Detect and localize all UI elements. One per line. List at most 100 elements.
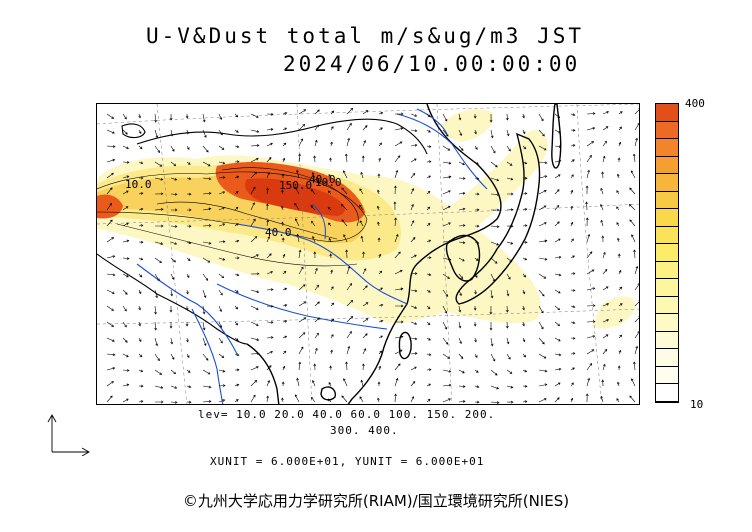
wind-arrow (410, 158, 417, 163)
wind-arrow (202, 289, 207, 299)
wind-arrow (394, 269, 403, 275)
wind-arrow (473, 305, 477, 311)
wind-arrow (378, 157, 381, 163)
river (311, 203, 326, 240)
wind-arrow (154, 305, 157, 315)
wind-arrow (474, 224, 480, 228)
wind-arrow (314, 124, 319, 131)
wind-arrow (522, 273, 527, 278)
wind-arrow (410, 220, 415, 227)
wind-arrow (410, 305, 418, 309)
wind-arrow (341, 187, 348, 195)
grid-line (296, 104, 313, 404)
wind-arrow (154, 241, 164, 245)
wind-arrow (442, 257, 452, 261)
wind-arrow (281, 381, 285, 387)
wind-arrow (314, 139, 318, 147)
wind-arrow (442, 175, 452, 179)
wind-arrow (138, 353, 143, 358)
wind-arrow (330, 302, 335, 307)
wind-arrow (442, 145, 451, 151)
wind-arrow (618, 349, 622, 355)
wind-arrow (474, 129, 477, 135)
wind-arrow (586, 141, 595, 147)
wind-arrow (394, 393, 397, 403)
colorbar-segment (656, 349, 678, 367)
wind-arrow (602, 251, 606, 259)
wind-arrow (359, 220, 364, 227)
wind-arrow (314, 347, 318, 355)
wind-arrow (538, 129, 545, 137)
wind-arrow (634, 345, 639, 355)
wind-arrow (410, 289, 418, 293)
wind-arrow (426, 368, 432, 372)
wind-arrow (234, 273, 240, 277)
wind-arrow (106, 172, 114, 179)
contour-levels-line1: lev= 10.0 20.0 40.0 60.0 100. 150. 200. (198, 408, 496, 421)
wind-arrow (154, 400, 164, 404)
wind-arrow (458, 273, 464, 280)
wind-arrow (601, 379, 605, 387)
wind-arrow (154, 385, 164, 389)
wind-arrow (600, 395, 604, 403)
wind-arrow (170, 289, 174, 297)
wind-arrow (138, 369, 144, 373)
contour-line (221, 167, 359, 227)
wind-arrow (458, 113, 462, 121)
wind-arrow (426, 129, 431, 133)
wind-arrow (505, 321, 509, 329)
wind-arrow (618, 319, 623, 323)
wind-arrow (202, 321, 206, 331)
wind-arrow (122, 369, 130, 372)
colorbar-segment (656, 191, 678, 210)
wind-arrow (616, 398, 620, 403)
wind-arrow (410, 254, 417, 259)
wind-arrow (346, 122, 352, 131)
wind-arrow (570, 113, 576, 116)
wind-arrow (538, 257, 548, 261)
wind-arrow (377, 189, 380, 195)
wind-arrow (155, 224, 164, 228)
dust-area-east (427, 129, 548, 239)
wind-arrow (344, 153, 348, 163)
wind-arrow (490, 401, 500, 404)
wind-arrow (570, 159, 575, 163)
wind-arrow (314, 284, 320, 291)
wind-arrow (442, 273, 450, 279)
wind-arrow (426, 305, 431, 310)
wind-arrow (426, 383, 432, 387)
wind-arrow (218, 321, 222, 329)
wind-arrow (298, 138, 304, 147)
wind-arrow (359, 396, 364, 403)
wind-arrow (234, 399, 239, 403)
wind-arrow (554, 321, 561, 327)
wind-arrow (378, 350, 383, 355)
reference-vector-icon (47, 414, 90, 456)
wind-arrow (442, 369, 452, 373)
wind-arrow (266, 157, 272, 163)
wind-arrow (473, 113, 477, 119)
wind-arrow (394, 169, 399, 179)
wind-arrow (218, 384, 226, 388)
wind-arrow (570, 336, 576, 340)
wind-arrow (122, 321, 127, 328)
dust-concentration-shading (97, 109, 636, 329)
wind-arrow (328, 173, 332, 179)
wind-arrow (458, 321, 462, 329)
wind-arrow (362, 251, 365, 259)
wind-arrow (586, 304, 596, 308)
wind-arrow (393, 201, 397, 211)
wind-arrow (266, 379, 270, 387)
wind-arrow (426, 321, 431, 326)
wind-arrow (538, 145, 547, 151)
wind-arrow (410, 113, 418, 117)
wind-arrow (154, 353, 160, 362)
wind-arrow (202, 177, 212, 181)
wind-arrow (154, 273, 160, 282)
wind-arrow (570, 367, 575, 371)
wind-arrow (346, 265, 351, 275)
wind-arrow (202, 369, 211, 375)
wind-arrow (522, 113, 525, 119)
wind-arrow (522, 289, 526, 295)
wind-arrow (377, 237, 381, 243)
